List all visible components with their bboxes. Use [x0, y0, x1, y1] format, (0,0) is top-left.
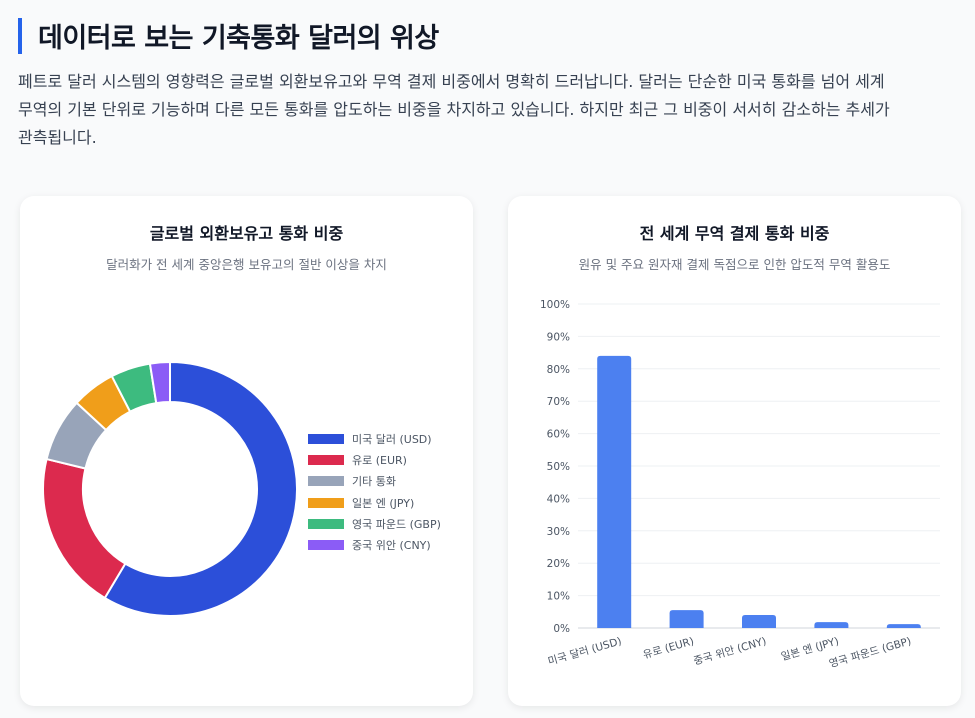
y-tick-label: 80%: [547, 364, 570, 376]
legend-item[interactable]: 유로 (EUR): [308, 449, 441, 470]
y-tick-label: 20%: [547, 558, 570, 570]
x-tick-label: 중국 위안 (CNY): [692, 634, 768, 667]
y-tick-label: 70%: [547, 396, 570, 408]
x-tick-label: 미국 달러 (USD): [547, 635, 623, 667]
bar-chart: 0% 10% 20% 30% 40% 50% 60% 70% 80% 90% 100% 미국 달러 (…: [540, 299, 940, 670]
legend-label: 기타 통화: [352, 475, 396, 489]
legend-swatch: [308, 433, 344, 444]
legend-label: 미국 달러 (USD): [352, 432, 432, 446]
doughnut-slice[interactable]: [42, 457, 127, 600]
x-tick-label: 유로 (EUR): [642, 635, 696, 661]
x-tick-label: 영국 파운드 (GBP): [828, 635, 913, 670]
doughnut-chart-subtitle: 달러화가 전 세계 중앙은행 보유고의 절반 이상을 차지: [106, 257, 387, 272]
legend-item[interactable]: 중국 위안 (CNY): [308, 534, 441, 555]
legend-item[interactable]: 일본 엔 (JPY): [308, 492, 441, 513]
legend-label: 중국 위안 (CNY): [352, 539, 431, 553]
reserve-share-card: 글로벌 외환보유고 통화 비중 달러화가 전 세계 중앙은행 보유고의 절반 이…: [20, 196, 473, 706]
title-accent-bar: [18, 18, 22, 54]
doughnut-chart: [42, 360, 298, 617]
legend-swatch: [308, 497, 344, 508]
legend-swatch: [308, 454, 344, 465]
intro-paragraph: 페트로 달러 시스템의 영향력은 글로벌 외환보유고와 무역 결제 비중에서 명…: [18, 72, 890, 147]
bar-chart-title: 전 세계 무역 결제 통화 비중: [639, 224, 830, 243]
page-title: 데이터로 보는 기축통화 달러의 위상: [38, 23, 439, 54]
y-tick-label: 40%: [547, 493, 570, 505]
y-tick-label: 50%: [547, 461, 570, 473]
bar-chart-subtitle: 원유 및 주요 원자재 결제 독점으로 인한 압도적 무역 활용도: [578, 257, 891, 272]
bar[interactable]: [669, 610, 704, 628]
y-tick-label: 100%: [540, 299, 570, 311]
doughnut-slice[interactable]: [103, 360, 298, 617]
legend-swatch: [308, 518, 344, 529]
y-tick-label: 30%: [547, 526, 570, 538]
legend-label: 유로 (EUR): [352, 453, 407, 467]
bar[interactable]: [742, 615, 776, 628]
legend-item[interactable]: 영국 파운드 (GBP): [308, 513, 441, 534]
legend-item[interactable]: 미국 달러 (USD): [308, 428, 441, 449]
y-tick-label: 0%: [553, 623, 570, 635]
legend-item[interactable]: 기타 통화: [308, 471, 441, 492]
legend-swatch: [308, 476, 344, 487]
y-tick-label: 90%: [547, 331, 570, 343]
legend-label: 영국 파운드 (GBP): [352, 517, 441, 531]
bar[interactable]: [814, 622, 849, 628]
bar[interactable]: [886, 624, 921, 628]
trade-settlement-card: 전 세계 무역 결제 통화 비중 원유 및 주요 원자재 결제 독점으로 인한 …: [508, 196, 961, 706]
y-tick-label: 10%: [547, 591, 570, 603]
doughnut-slice[interactable]: [148, 360, 171, 405]
legend-swatch: [308, 540, 344, 551]
doughnut-chart-title: 글로벌 외환보유고 통화 비중: [149, 224, 344, 243]
legend-label: 일본 엔 (JPY): [352, 496, 415, 510]
y-tick-label: 60%: [547, 429, 570, 441]
bar[interactable]: [597, 355, 632, 628]
